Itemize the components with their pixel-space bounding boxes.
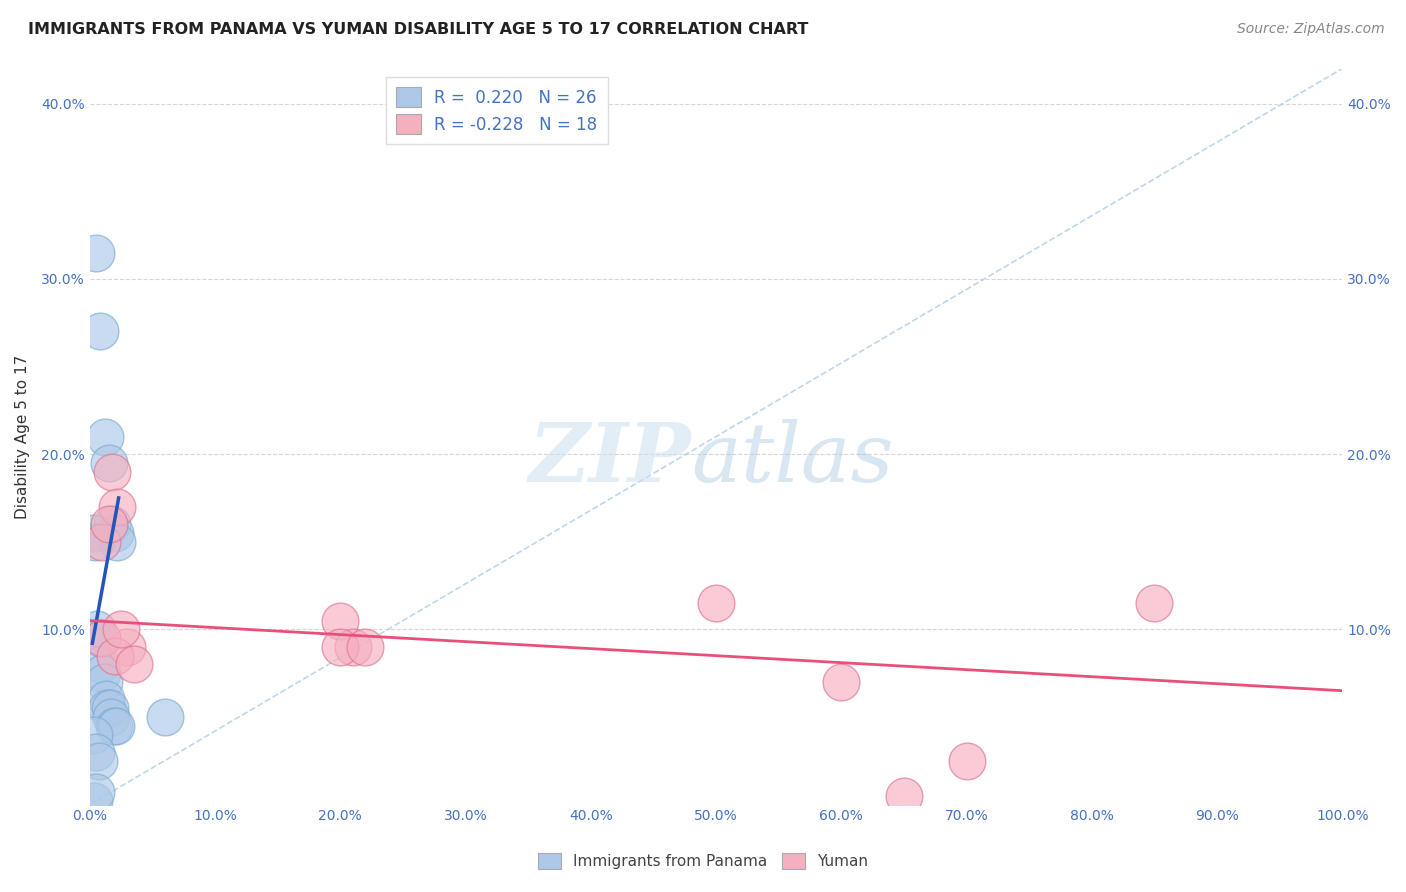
- Point: [93, 675, 115, 690]
- Point: [104, 525, 127, 540]
- Text: atlas: atlas: [690, 418, 893, 499]
- Y-axis label: Disability Age 5 to 17: Disability Age 5 to 17: [15, 354, 30, 518]
- Legend: R =  0.220   N = 26, R = -0.228   N = 18: R = 0.220 N = 26, R = -0.228 N = 18: [387, 77, 607, 145]
- Point: [105, 534, 128, 549]
- Point: [100, 710, 122, 724]
- Point: [96, 701, 118, 715]
- Point: [87, 631, 110, 645]
- Text: Source: ZipAtlas.com: Source: ZipAtlas.com: [1237, 22, 1385, 37]
- Point: [84, 745, 107, 759]
- Point: [83, 525, 105, 540]
- Point: [329, 614, 352, 628]
- Text: IMMIGRANTS FROM PANAMA VS YUMAN DISABILITY AGE 5 TO 17 CORRELATION CHART: IMMIGRANTS FROM PANAMA VS YUMAN DISABILI…: [28, 22, 808, 37]
- Point: [117, 640, 139, 654]
- Point: [97, 517, 120, 532]
- Point: [704, 596, 727, 610]
- Point: [101, 517, 124, 532]
- Point: [354, 640, 377, 654]
- Point: [1143, 596, 1166, 610]
- Point: [86, 623, 108, 637]
- Point: [103, 719, 125, 733]
- Point: [830, 675, 852, 690]
- Point: [104, 648, 127, 663]
- Point: [83, 727, 105, 741]
- Point: [90, 657, 112, 672]
- Point: [84, 785, 107, 799]
- Point: [153, 710, 176, 724]
- Legend: Immigrants from Panama, Yuman: Immigrants from Panama, Yuman: [531, 847, 875, 875]
- Point: [84, 245, 107, 260]
- Point: [94, 692, 117, 706]
- Point: [98, 701, 121, 715]
- Point: [329, 640, 352, 654]
- Point: [91, 534, 114, 549]
- Point: [101, 465, 124, 479]
- Point: [955, 754, 977, 768]
- Point: [110, 623, 132, 637]
- Point: [105, 500, 128, 514]
- Point: [342, 640, 364, 654]
- Point: [893, 789, 915, 803]
- Point: [97, 456, 120, 470]
- Point: [94, 429, 117, 443]
- Point: [83, 794, 105, 808]
- Point: [122, 657, 145, 672]
- Text: ZIP: ZIP: [529, 418, 690, 499]
- Point: [91, 631, 114, 645]
- Point: [83, 534, 105, 549]
- Point: [105, 719, 128, 733]
- Point: [89, 325, 111, 339]
- Point: [91, 666, 114, 681]
- Point: [87, 754, 110, 768]
